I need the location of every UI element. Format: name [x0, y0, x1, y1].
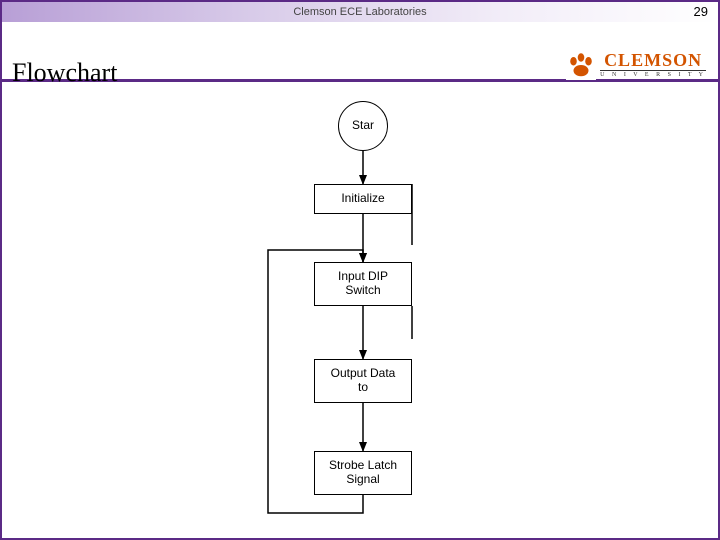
flowchart-area: Star Initialize Input DIPSwitch Output Data… — [2, 85, 718, 538]
flow-node-output: Output Datato — [314, 359, 412, 403]
page-number: 29 — [694, 4, 708, 19]
header-text: Clemson ECE Laboratories — [293, 6, 426, 18]
slide: Clemson ECE Laboratories 29 Flowchart CL… — [0, 0, 720, 540]
logo-word: CLEMSON — [604, 52, 702, 68]
clemson-logo: CLEMSON U N I V E R S I T Y — [566, 50, 706, 80]
paw-icon — [566, 50, 596, 80]
flow-node-strobe: Strobe LatchSignal — [314, 451, 412, 495]
slide-title: Flowchart — [12, 58, 117, 88]
flow-node-input: Input DIPSwitch — [314, 262, 412, 306]
top-header-bar: Clemson ECE Laboratories — [2, 2, 718, 22]
title-bar: Flowchart CLEMSON U N I V E R S I T Y — [2, 22, 718, 82]
flow-node-init: Initialize — [314, 184, 412, 214]
logo-subtitle: U N I V E R S I T Y — [600, 70, 706, 78]
logo-text: CLEMSON U N I V E R S I T Y — [600, 52, 706, 78]
flow-node-start: Star — [338, 101, 388, 151]
